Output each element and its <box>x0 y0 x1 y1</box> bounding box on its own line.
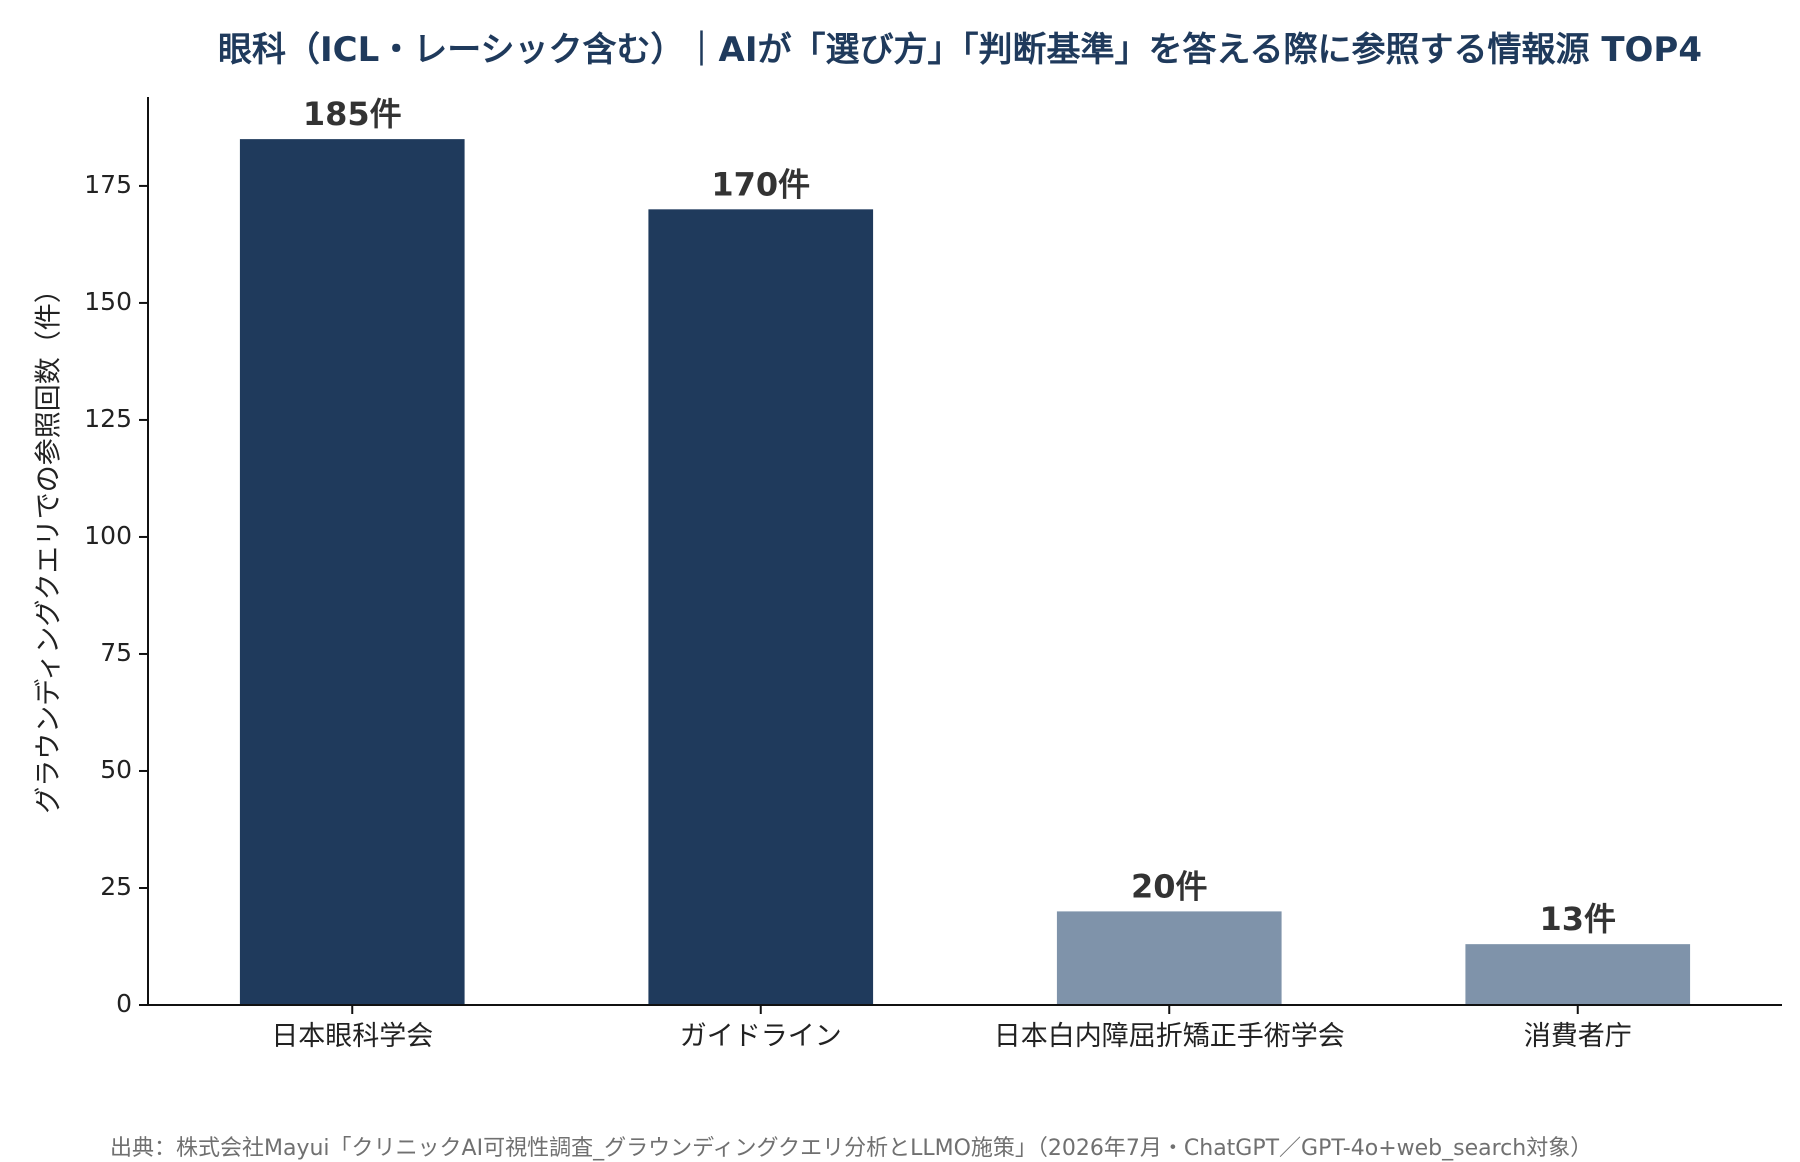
y-tick-label: 175 <box>84 170 132 199</box>
y-tick-label: 50 <box>100 755 132 784</box>
bars-layer <box>239 139 1691 1005</box>
data-label: 170件 <box>711 165 810 203</box>
y-tick-label: 75 <box>100 638 132 667</box>
bar <box>1465 944 1691 1005</box>
y-axis-label: グラウンディングクエリでの参照回数（件） <box>34 276 65 814</box>
chart-title: 眼科（ICL・レーシック含む）｜AIが「選び方」「判断基準」を答える際に参照する… <box>217 30 1703 70</box>
ticks-layer: 0 25 50 75 100 125 150 175 <box>84 170 1579 1018</box>
y-tick-label: 100 <box>84 521 132 550</box>
y-tick-label: 125 <box>84 404 132 433</box>
x-tick-label: 日本眼科学会 <box>271 1021 433 1052</box>
x-tick-label: 消費者庁 <box>1524 1021 1632 1052</box>
y-tick-label: 0 <box>116 989 132 1018</box>
y-tick-label: 25 <box>100 872 132 901</box>
y-tick-label: 150 <box>84 287 132 316</box>
bar <box>1056 911 1282 1005</box>
x-tick-label: ガイドライン <box>680 1021 842 1052</box>
x-tick-label: 日本白内障屈折矯正手術学会 <box>994 1021 1345 1052</box>
data-label: 185件 <box>303 95 402 133</box>
axes-layer <box>147 97 1782 1006</box>
bar <box>648 209 874 1005</box>
bar <box>239 139 465 1005</box>
source-note: 出典：株式会社Mayui「クリニックAI可視性調査_グラウンディングクエリ分析と… <box>110 1136 1593 1161</box>
data-label: 20件 <box>1131 867 1208 905</box>
data-label: 13件 <box>1539 900 1616 938</box>
